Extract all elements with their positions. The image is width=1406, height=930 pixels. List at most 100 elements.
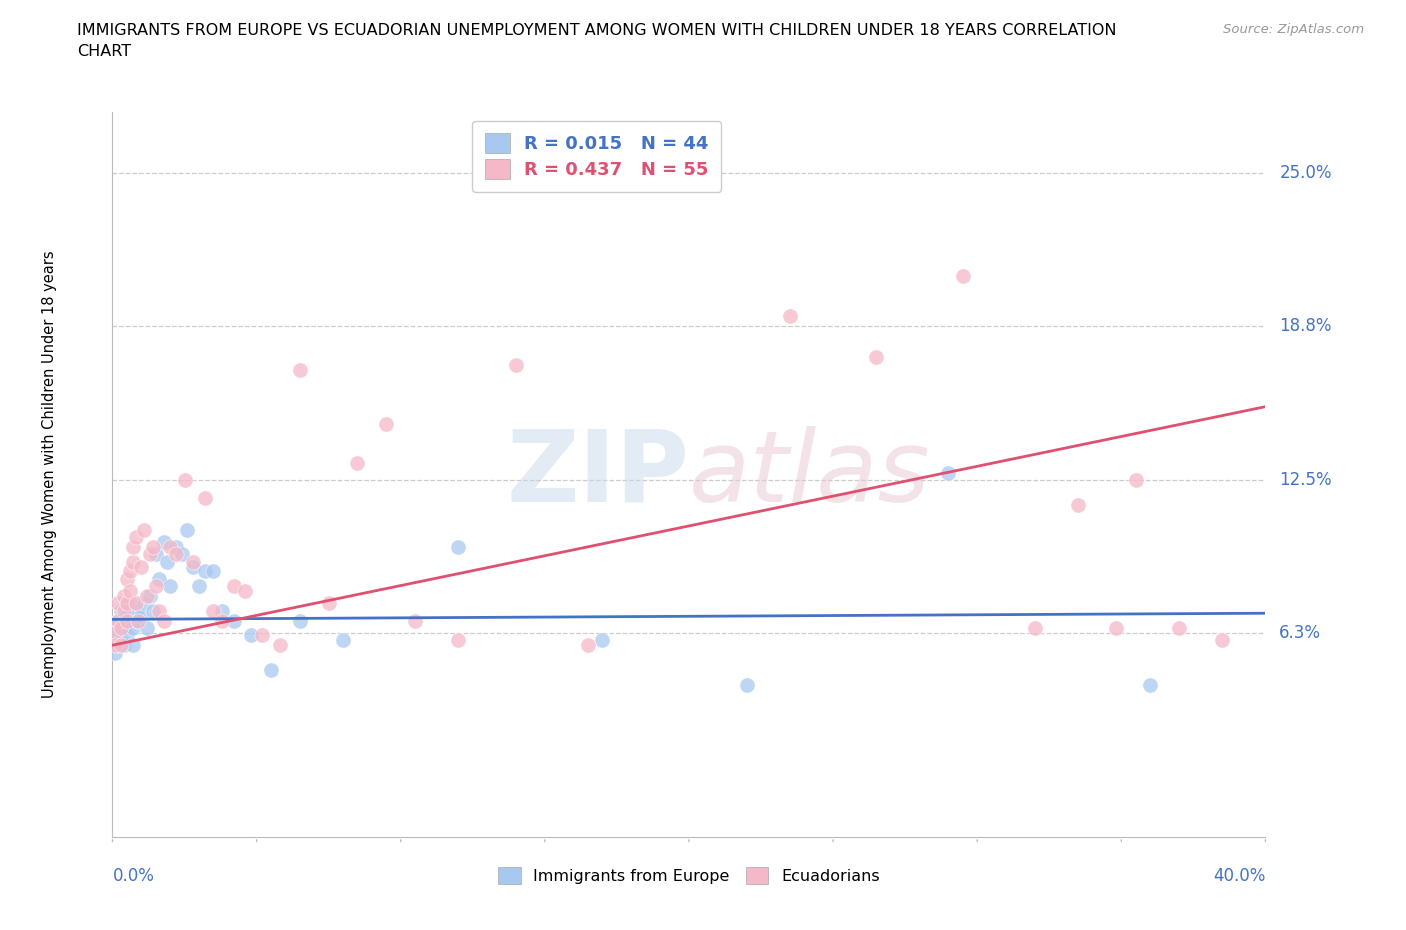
Point	[107, 613, 129, 628]
Point	[110, 638, 132, 653]
Point	[505, 357, 527, 372]
Point	[129, 559, 153, 574]
Text: 18.8%: 18.8%	[1279, 316, 1331, 335]
Point	[121, 638, 143, 653]
Point	[288, 363, 311, 378]
Point	[124, 529, 146, 544]
Point	[145, 547, 167, 562]
Point	[222, 578, 245, 593]
Point	[375, 417, 398, 432]
Point	[181, 554, 204, 569]
Point	[176, 522, 198, 537]
Point	[332, 632, 354, 647]
Point	[194, 564, 217, 578]
Point	[121, 620, 143, 635]
Point	[188, 578, 211, 593]
Point	[139, 589, 162, 604]
Text: Unemployment Among Women with Children Under 18 years: Unemployment Among Women with Children U…	[42, 250, 56, 698]
Point	[148, 604, 170, 618]
Point	[1167, 620, 1189, 635]
Point	[346, 456, 368, 471]
Text: 0.0%: 0.0%	[112, 867, 155, 884]
Point	[136, 620, 159, 635]
Point	[1024, 620, 1046, 635]
Point	[239, 628, 262, 643]
Point	[288, 613, 311, 628]
Point	[121, 539, 143, 554]
Point	[145, 578, 167, 593]
Point	[110, 604, 132, 618]
Text: 6.3%: 6.3%	[1279, 624, 1322, 642]
Point	[202, 564, 225, 578]
Point	[222, 613, 245, 628]
Point	[107, 638, 129, 653]
Point	[260, 662, 283, 677]
Text: 25.0%: 25.0%	[1279, 164, 1331, 182]
Point	[165, 539, 187, 554]
Point	[112, 620, 135, 635]
Point	[447, 539, 470, 554]
Point	[110, 620, 132, 635]
Point	[269, 638, 291, 653]
Point	[181, 559, 204, 574]
Point	[115, 571, 138, 586]
Point	[112, 589, 135, 604]
Point	[252, 628, 274, 643]
Point	[447, 632, 470, 647]
Point	[592, 632, 614, 647]
Point	[735, 677, 758, 692]
Point	[779, 308, 801, 323]
Point	[115, 596, 138, 611]
Point	[678, 170, 700, 185]
Point	[115, 613, 138, 628]
Point	[318, 596, 340, 611]
Point	[124, 604, 146, 618]
Point	[118, 613, 141, 628]
Point	[104, 626, 127, 641]
Text: ZIP: ZIP	[506, 426, 689, 523]
Point	[129, 608, 153, 623]
Text: Source: ZipAtlas.com: Source: ZipAtlas.com	[1223, 23, 1364, 36]
Point	[112, 638, 135, 653]
Point	[194, 490, 217, 505]
Point	[115, 608, 138, 623]
Point	[1067, 498, 1090, 512]
Point	[127, 613, 149, 628]
Point	[136, 589, 159, 604]
Point	[156, 554, 179, 569]
Point	[121, 554, 143, 569]
Point	[142, 539, 165, 554]
Point	[1139, 677, 1161, 692]
Point	[211, 604, 233, 618]
Point	[127, 613, 149, 628]
Point	[139, 547, 162, 562]
Text: atlas: atlas	[689, 426, 931, 523]
Point	[1104, 620, 1126, 635]
Point	[1125, 473, 1147, 488]
Point	[104, 626, 127, 641]
Point	[936, 466, 959, 481]
Point	[104, 638, 127, 653]
Point	[107, 613, 129, 628]
Point	[576, 638, 599, 653]
Text: 12.5%: 12.5%	[1279, 472, 1331, 489]
Text: IMMIGRANTS FROM EUROPE VS ECUADORIAN UNEMPLOYMENT AMONG WOMEN WITH CHILDREN UNDE: IMMIGRANTS FROM EUROPE VS ECUADORIAN UNE…	[77, 23, 1116, 60]
Point	[110, 632, 132, 647]
Legend: Immigrants from Europe, Ecuadorians: Immigrants from Europe, Ecuadorians	[492, 860, 886, 891]
Point	[165, 547, 187, 562]
Point	[404, 613, 426, 628]
Point	[153, 613, 176, 628]
Point	[148, 571, 170, 586]
Point	[118, 584, 141, 599]
Point	[112, 604, 135, 618]
Point	[159, 539, 181, 554]
Point	[865, 350, 887, 365]
Point	[118, 596, 141, 611]
Point	[134, 596, 156, 611]
Point	[104, 645, 127, 660]
Point	[142, 604, 165, 618]
Point	[173, 473, 195, 488]
Point	[202, 604, 225, 618]
Point	[233, 584, 256, 599]
Point	[170, 547, 193, 562]
